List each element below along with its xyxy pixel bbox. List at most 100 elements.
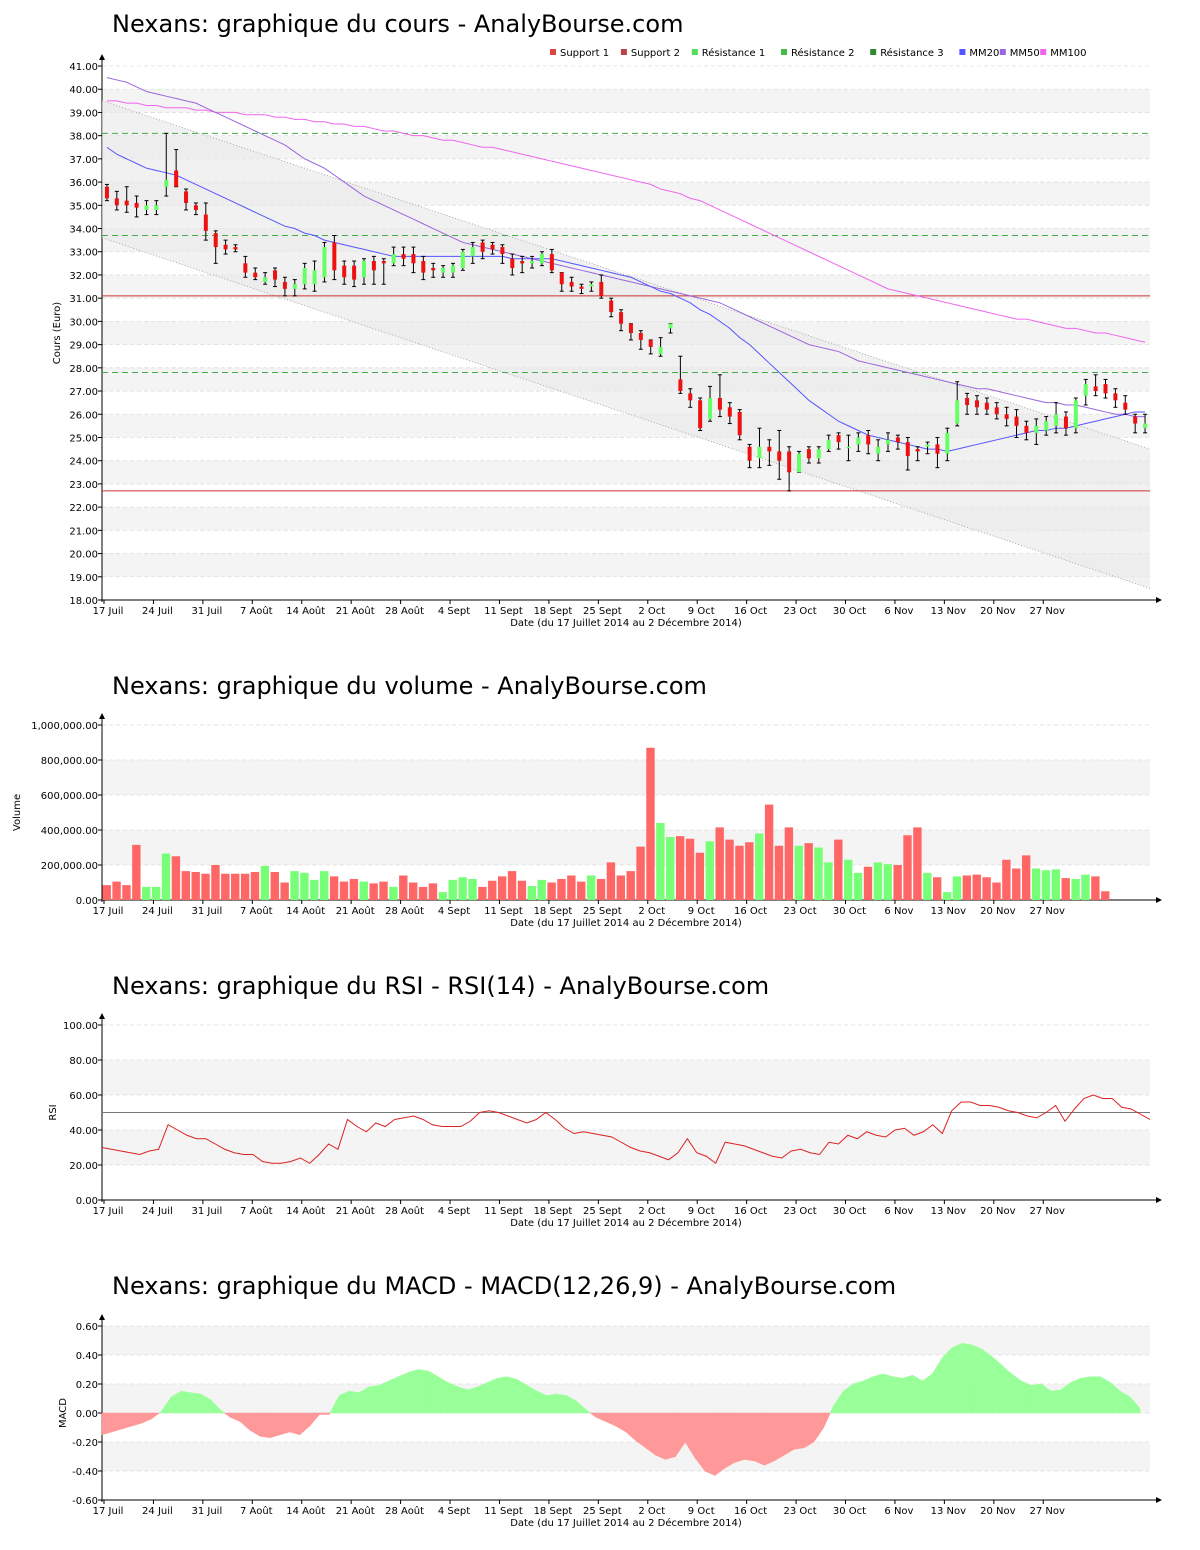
- candle-body: [253, 272, 258, 278]
- x-tick-label: 28 Août: [385, 605, 424, 617]
- x-axis-arrow: [1156, 1197, 1162, 1203]
- y-tick-label: 0.40: [76, 1351, 98, 1362]
- volume-bar: [992, 882, 1001, 900]
- macd-area-segment: [1080, 1376, 1091, 1414]
- y-tick-label: 24.00: [69, 457, 98, 468]
- candle: [312, 260, 317, 292]
- macd-area-segment: [497, 1376, 508, 1414]
- y-tick-label: -0.40: [72, 1467, 98, 1478]
- volume-bar: [1091, 876, 1100, 900]
- candle: [777, 430, 782, 480]
- volume-bar: [507, 871, 517, 900]
- macd-area-segment: [279, 1412, 291, 1436]
- x-tick-label: 6 Nov: [884, 1506, 913, 1517]
- x-tick-label: 25 Sept: [583, 1506, 622, 1517]
- candle: [579, 283, 584, 295]
- grid-band: [102, 553, 1150, 577]
- candle: [332, 234, 337, 281]
- volume-bar: [1101, 891, 1110, 900]
- x-tick-label: 24 Juil: [142, 1506, 173, 1517]
- volume-bar: [834, 839, 843, 900]
- candle-body: [441, 267, 446, 273]
- volume-bar: [171, 856, 181, 900]
- candle: [1113, 388, 1118, 408]
- candle: [974, 395, 979, 415]
- candle-body: [312, 270, 317, 285]
- candle: [144, 200, 149, 216]
- candle: [292, 279, 297, 297]
- candle-body: [391, 254, 396, 264]
- legend-item: MM100: [1040, 48, 1087, 59]
- macd-area-segment: [230, 1412, 241, 1423]
- macd-area-segment: [319, 1412, 330, 1415]
- x-tick-label: 17 Juil: [93, 1506, 124, 1517]
- candle-body: [193, 205, 198, 210]
- candle-body: [658, 346, 663, 354]
- candle: [391, 246, 396, 267]
- y-tick-label: 800,000.00: [41, 756, 98, 767]
- x-tick-label: 17 Juil: [93, 606, 124, 617]
- x-tick-label: 24 Juil: [142, 1206, 173, 1217]
- candle: [737, 409, 742, 441]
- y-axis-arrow: [99, 1314, 105, 1320]
- candle-body: [698, 400, 703, 429]
- macd-chart-title: Nexans: graphique du MACD - MACD(12,26,9…: [112, 1272, 897, 1300]
- macd-area-segment: [437, 1376, 449, 1414]
- macd-area-segment: [249, 1412, 261, 1437]
- volume-bar: [577, 881, 586, 900]
- volume-bar: [547, 882, 556, 900]
- y-tick-label: 38.00: [69, 132, 98, 143]
- macd-area-segment: [131, 1412, 142, 1427]
- x-tick-label: 6 Nov: [884, 606, 913, 617]
- candle: [381, 258, 386, 285]
- macd-area-segment: [398, 1371, 409, 1414]
- volume-bar: [389, 886, 398, 900]
- candle-body: [727, 407, 732, 417]
- volume-bar: [1071, 879, 1080, 900]
- x-axis-arrow: [1156, 597, 1162, 603]
- candle: [915, 446, 920, 462]
- x-tick-label: 2 Oct: [638, 1506, 665, 1517]
- candle-body: [846, 446, 851, 449]
- candle: [955, 381, 960, 427]
- candle: [648, 339, 653, 355]
- grid-band: [102, 89, 1150, 113]
- volume-bar: [517, 880, 527, 900]
- candle-body: [134, 202, 139, 208]
- volume-bar: [656, 823, 665, 900]
- candle-body: [539, 254, 544, 264]
- macd-area-segment: [615, 1412, 627, 1433]
- candle-body: [688, 393, 693, 401]
- x-tick-label: 24 Juil: [142, 606, 173, 617]
- macd-area-segment: [408, 1369, 419, 1414]
- x-tick-label: 11 Sept: [484, 1506, 523, 1517]
- candle-body: [104, 186, 109, 199]
- volume-bar: [1002, 859, 1011, 900]
- candle: [599, 274, 604, 299]
- candle-body: [480, 242, 485, 252]
- grid-band: [102, 830, 1150, 865]
- volume-bar: [221, 873, 230, 900]
- volume-bar: [339, 881, 349, 900]
- x-tick-label: 11 Sept: [484, 906, 523, 917]
- volume-bar: [715, 827, 724, 900]
- candle: [797, 450, 802, 473]
- candle: [658, 337, 663, 357]
- candle-body: [490, 244, 495, 250]
- x-tick-label: 24 Juil: [142, 906, 173, 917]
- candle: [371, 255, 376, 285]
- candle-body: [292, 284, 297, 289]
- volume-bar: [191, 872, 200, 900]
- legend-swatch: [870, 49, 877, 55]
- volume-bar: [913, 827, 922, 900]
- legend-item: Résistance 2: [781, 47, 854, 59]
- x-tick-label: 25 Sept: [583, 906, 622, 917]
- candle-body: [530, 261, 535, 264]
- macd-area-segment: [1090, 1376, 1101, 1414]
- macd-area-segment: [240, 1412, 251, 1432]
- candle: [362, 258, 366, 285]
- volume-bar: [567, 875, 576, 900]
- volume-bar: [280, 882, 289, 900]
- y-tick-label: 18.00: [69, 596, 98, 607]
- candle-body: [895, 437, 900, 443]
